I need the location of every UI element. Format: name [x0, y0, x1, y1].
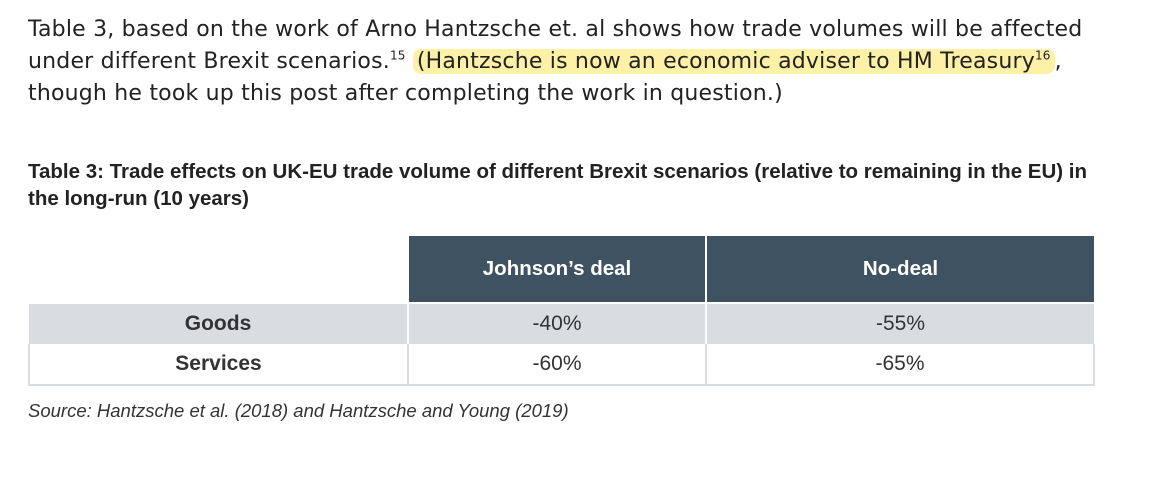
paragraph-space	[406, 49, 413, 74]
highlighted-text: (Hantzsche is now an economic adviser to…	[412, 48, 1055, 74]
footnote-ref-15[interactable]: 15	[389, 48, 406, 63]
cell-services-johnsons-deal: -60%	[407, 344, 706, 386]
table-header-row: Johnson’s deal No-deal	[29, 236, 1094, 303]
paragraph-text-after: , though he took up this post after comp…	[28, 49, 1062, 106]
trade-effects-table: Johnson’s deal No-deal Goods -40% -55% S…	[28, 236, 1095, 386]
cell-services-no-deal: -65%	[705, 344, 1095, 386]
cell-goods-johnsons-deal: -40%	[407, 302, 706, 344]
header-johnsons-deal: Johnson’s deal	[407, 236, 706, 303]
highlight-text-part: (Hantzsche is now an economic adviser to…	[416, 49, 1035, 74]
header-empty-cell	[29, 236, 408, 303]
header-no-deal: No-deal	[705, 236, 1094, 303]
table-row: Goods -40% -55%	[29, 302, 1094, 344]
table-source-note: Source: Hantzsche et al. (2018) and Hant…	[28, 400, 569, 421]
paragraph-text-main: Table 3, based on the work of Arno Hantz…	[28, 17, 1083, 74]
table-row: Services -60% -65%	[28, 344, 1095, 386]
table-caption: Table 3: Trade effects on UK-EU trade vo…	[28, 160, 1088, 210]
footnote-ref-16[interactable]: 16	[1034, 48, 1051, 63]
body-paragraph: Table 3, based on the work of Arno Hantz…	[28, 14, 1128, 110]
row-label-goods: Goods	[29, 302, 408, 344]
row-label-services: Services	[28, 344, 408, 386]
cell-goods-no-deal: -55%	[705, 302, 1094, 344]
